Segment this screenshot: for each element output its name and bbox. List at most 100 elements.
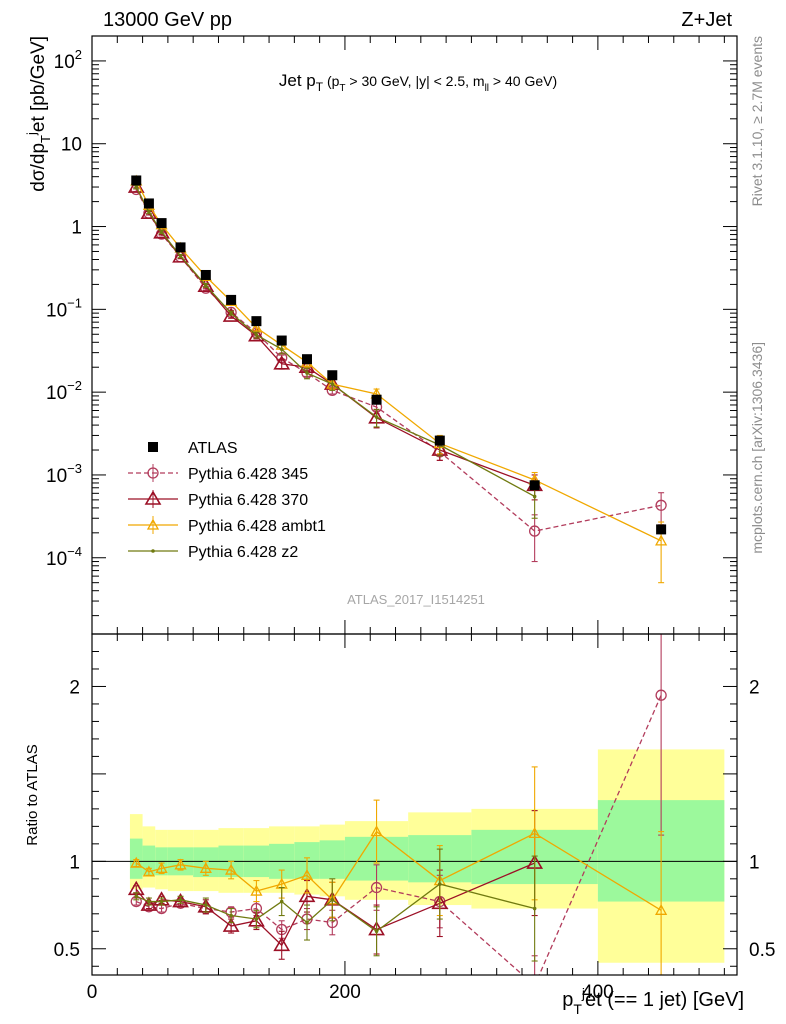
atlas-point-7 [276, 335, 287, 346]
pythia-6-428-370-point-5 [222, 917, 240, 932]
pythia-6-428-ambt1-point-0 [130, 856, 143, 868]
series-atlas [131, 175, 667, 535]
main-ytick-label: 10−3 [46, 461, 82, 487]
legend: ATLAS Pythia 6.428 345 Pythia 6.428 370 Pyt… [128, 440, 326, 561]
legend-label-pythia-6-428-370: Pythia 6.428 370 [188, 492, 308, 509]
legend-marker-pythia-6-428-z2 [151, 549, 155, 553]
pythia-6-428-370-point-2 [153, 224, 170, 239]
pythia-6-428-ambt1-point-8 [300, 868, 314, 880]
ratio-uncertainty-bands [92, 749, 737, 963]
atlas-point-1 [143, 198, 154, 209]
legend-marker-pythia-6-428-345 [147, 467, 159, 479]
pythia-6-428-z2-point-1 [147, 210, 151, 214]
pythia-6-428-ambt1-point-13 [655, 534, 668, 546]
pythia-6-428-ambt1-point-1 [142, 865, 156, 877]
ratio-plot-series [127, 634, 668, 990]
pythia-6-428-z2-point-2 [159, 899, 164, 904]
band-green-9 [319, 840, 345, 879]
pythia-6-428-z2-point-3 [178, 898, 183, 902]
pythia-6-428-370-point-1 [140, 204, 158, 219]
pythia-6-428-ambt1-point-5 [225, 863, 238, 875]
series-pythia-6-428-z2 [133, 848, 538, 962]
pythia-6-428-370-point-0 [127, 178, 145, 193]
legend-label-pythia-6-428-ambt1: Pythia 6.428 ambt1 [188, 518, 326, 535]
series-pythia-6-428-345 [130, 634, 667, 990]
pythia-6-428-ambt1-point-12 [528, 827, 541, 839]
pythia-6-428-z2-point-12 [532, 494, 537, 499]
main-ytick-label: 102 [54, 47, 82, 73]
pythia-6-428-z2-point-6 [254, 333, 259, 337]
xtick-label: 0 [87, 982, 98, 1003]
atlas-point-12 [529, 480, 540, 491]
pythia-6-428-370-point-1 [140, 896, 158, 911]
header-left: 13000 GeV pp [103, 9, 232, 31]
atlas-point-2 [156, 218, 167, 229]
pythia-6-428-z2-point-12 [532, 906, 537, 911]
mcplots-label: mcplots.cern.ch [arXiv:1306.3436] [749, 342, 765, 554]
ratio-frame [91, 633, 738, 976]
atlas-point-11 [434, 435, 445, 446]
pythia-6-428-z2-point-11 [437, 882, 442, 886]
main-plot-series [127, 174, 668, 584]
ratio-y-axis-label: Ratio to ATLAS [24, 744, 41, 845]
pythia-6-428-ambt1-point-3 [174, 858, 187, 870]
pythia-6-428-370-point-4 [197, 277, 215, 293]
atlas-point-13 [656, 524, 667, 535]
pythia-6-428-z2-point-1 [147, 899, 151, 904]
atlas-point-0 [131, 175, 142, 186]
band-green-1 [142, 845, 156, 876]
ratio-ytick-label-left: 2 [69, 677, 80, 698]
pythia-6-428-z2-point-8 [305, 920, 309, 925]
main-ytick-label: 10 [61, 135, 82, 156]
pythia-6-428-345-line-0 [136, 694, 662, 975]
x-axis-label: pTjet (== 1 jet) [GeV] [562, 985, 744, 1017]
legend-marker-pythia-6-428-ambt1 [146, 518, 160, 530]
pythia-6-428-z2-point-7 [279, 347, 284, 352]
main-title: Jet pT (pT > 30 GeV, |y| < 2.5, mll > 40… [279, 71, 557, 94]
legend-label-pythia-6-428-345: Pythia 6.428 345 [188, 466, 308, 483]
atlas-point-8 [302, 354, 312, 365]
pythia-6-428-z2-point-9 [330, 382, 335, 386]
pythia-6-428-z2-point-4 [204, 903, 208, 907]
atlas-point-9 [327, 370, 338, 381]
pythia-6-428-z2-point-9 [330, 898, 335, 902]
pythia-6-428-z2-point-10 [374, 415, 379, 419]
pythia-6-428-ambt1-point-10 [370, 825, 383, 837]
ratio-ytick-label-left: 0.5 [54, 940, 80, 961]
header-right: Z+Jet [681, 9, 732, 31]
pythia-6-428-ambt1-point-2 [155, 861, 168, 873]
pythia-6-428-z2-point-0 [134, 185, 139, 189]
legend-label-pythia-6-428-z2: Pythia 6.428 z2 [188, 544, 298, 561]
pythia-6-428-z2-point-2 [159, 230, 164, 234]
pythia-6-428-z2-point-7 [279, 899, 284, 904]
atlas-point-4 [200, 269, 211, 280]
watermark: ATLAS_2017_I1514251 [347, 592, 485, 607]
legend-label-atlas: ATLAS [188, 440, 238, 457]
pythia-6-428-345-point-13 [655, 499, 667, 511]
pythia-6-428-345-point-13 [655, 689, 667, 701]
legend-marker-atlas [148, 442, 158, 452]
series-pythia-6-428-ambt1 [130, 766, 668, 975]
pythia-6-428-z2-point-3 [178, 254, 183, 258]
pythia-6-428-z2-point-8 [305, 371, 309, 375]
pythia-6-428-370-point-7 [273, 936, 291, 952]
pythia-6-428-z2-point-5 [229, 913, 233, 918]
legend-marker-pythia-6-428-370 [144, 490, 162, 505]
atlas-point-10 [371, 394, 382, 405]
pythia-6-428-z2-point-4 [204, 283, 208, 288]
pythia-6-428-370-point-3 [172, 248, 189, 263]
pythia-6-428-345-point-12 [530, 980, 540, 990]
pythia-6-428-370-point-5 [222, 307, 240, 322]
main-ytick-label: 10−4 [46, 544, 82, 570]
pythia-6-428-z2-point-5 [229, 311, 233, 315]
atlas-point-3 [175, 242, 186, 253]
pythia-6-428-ambt1-point-6 [250, 884, 263, 896]
ratio-ytick-label-right: 0.5 [749, 940, 775, 961]
ratio-ytick-label-right: 1 [749, 852, 760, 873]
ratio-ytick-label-right: 2 [749, 677, 760, 698]
pythia-6-428-370-point-8 [298, 887, 316, 903]
rivet-label: Rivet 3.1.10, ≥ 2.7M events [749, 36, 765, 206]
axes: 10−4 10−3 10−2 10−1 1 10 102 0 200 400 0.5 0.5 1 1 2 2 [46, 35, 775, 1003]
main-y-axis-label: dσ/dpTjet [pb/GeV] [24, 36, 53, 192]
